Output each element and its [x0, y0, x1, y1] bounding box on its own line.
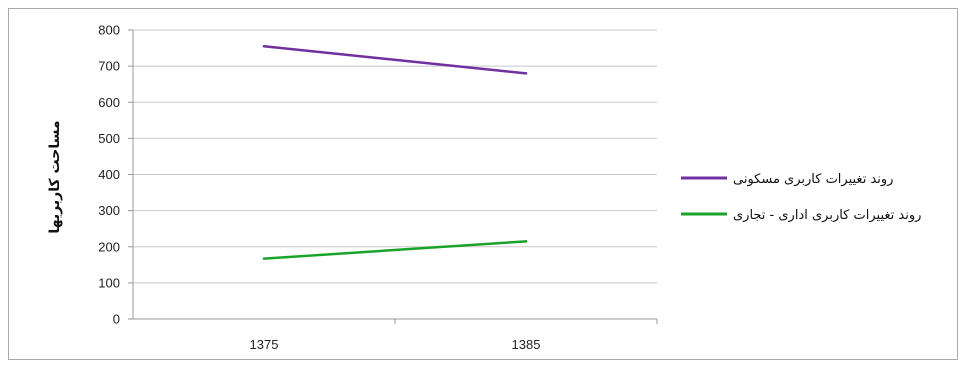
data-point	[262, 45, 266, 48]
line-chart: 0 100 200 300 400 500 600 700 800 1375 1385 مساحت…	[47, 23, 921, 353]
y-tick-label: 0	[113, 312, 120, 327]
legend-item: روند تغییرات کاربری مسکونی	[681, 172, 893, 187]
x-tick-label: 1375	[250, 337, 279, 352]
legend-label: روند تغییرات کاربری مسکونی	[733, 172, 893, 187]
data-point	[524, 72, 528, 75]
y-tick-label: 600	[98, 95, 120, 110]
data-point	[524, 240, 528, 243]
legend-label: روند تغییرات کاربری اداری - تجاری	[733, 208, 921, 223]
x-tick-label: 1385	[512, 337, 541, 352]
y-tick-label: 200	[98, 239, 120, 254]
y-tick-label: 400	[98, 167, 120, 182]
y-tick-label: 800	[98, 23, 120, 38]
chart-frame: 0 100 200 300 400 500 600 700 800 1375 1385 مساحت…	[8, 8, 958, 360]
y-tick-labels: 0 100 200 300 400 500 600 700 800	[98, 23, 120, 327]
y-tick-label: 100	[98, 275, 120, 290]
series-lines	[262, 45, 528, 260]
series-line-1	[262, 45, 528, 75]
series-line-2	[262, 240, 528, 260]
x-tick-labels: 1375 1385	[250, 337, 541, 352]
y-tick-label: 500	[98, 131, 120, 146]
gridlines	[128, 29, 658, 324]
y-tick-label: 700	[98, 59, 120, 74]
legend-item: روند تغییرات کاربری اداری - تجاری	[681, 208, 921, 223]
y-axis-title: مساحت کاربریها	[47, 120, 63, 233]
y-tick-label: 300	[98, 203, 120, 218]
legend: روند تغییرات کاربری مسکونی روند تغییرات ک…	[681, 172, 921, 223]
data-point	[262, 257, 266, 260]
